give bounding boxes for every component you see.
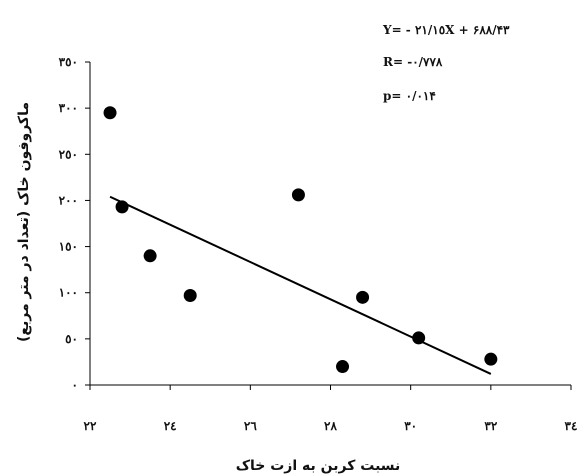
- x-axis-title: نسبت کربن به ازت خاک: [236, 458, 401, 474]
- x-tick-label: ٢٨: [324, 419, 337, 433]
- y-axis-title: ماکروفون خاک (تعداد در متر مربع): [16, 102, 32, 342]
- x-tick-label: ٣٤: [565, 419, 578, 433]
- y-tick-label: ٢٥٠: [59, 147, 78, 161]
- data-points: [103, 106, 498, 374]
- data-point: [115, 200, 129, 214]
- y-tick-label: ٣٥٠: [59, 55, 78, 69]
- x-tick-label: ٣٢: [484, 419, 497, 433]
- trendline: [109, 195, 492, 375]
- data-point: [412, 331, 426, 345]
- x-tick-label: ٢٢: [84, 419, 97, 433]
- data-point: [183, 288, 197, 302]
- data-point: [143, 249, 157, 263]
- data-point: [484, 352, 498, 366]
- trendline-group: [109, 195, 492, 375]
- axes: [89, 62, 571, 386]
- data-point: [291, 188, 305, 202]
- y-ticks: ٠ ٥٠ ١٠٠ ١٥٠ ٢٠٠ ٢٥٠ ٣٠٠ ٣٥٠: [59, 55, 90, 392]
- y-tick-label: ١٠٠: [59, 286, 78, 300]
- y-tick-label: ٥٠: [65, 332, 78, 346]
- y-tick-label: ١٥٠: [59, 240, 78, 254]
- p-annotation: p= ٠/٠١۴: [383, 89, 436, 103]
- r-annotation: R= -٠/٧٧٨: [383, 55, 443, 69]
- x-ticks: ٢٢ ٢٤ ٢٦ ٢٨ ٣٠ ٣٢ ٣٤: [84, 385, 578, 433]
- x-tick-label: ٢٤: [164, 419, 177, 433]
- y-tick-label: ٣٠٠: [59, 101, 78, 115]
- data-point: [356, 290, 370, 304]
- y-tick-label: ٠: [72, 378, 78, 392]
- y-tick-label: ٢٠٠: [59, 193, 78, 207]
- x-tick-label: ٣٠: [404, 419, 417, 433]
- equation-annotation: Y= - ٢١/١٥X + ۶٨٨/۴٣: [382, 23, 510, 37]
- data-point: [336, 360, 350, 374]
- data-point: [103, 106, 117, 120]
- x-tick-label: ٢٦: [244, 419, 257, 433]
